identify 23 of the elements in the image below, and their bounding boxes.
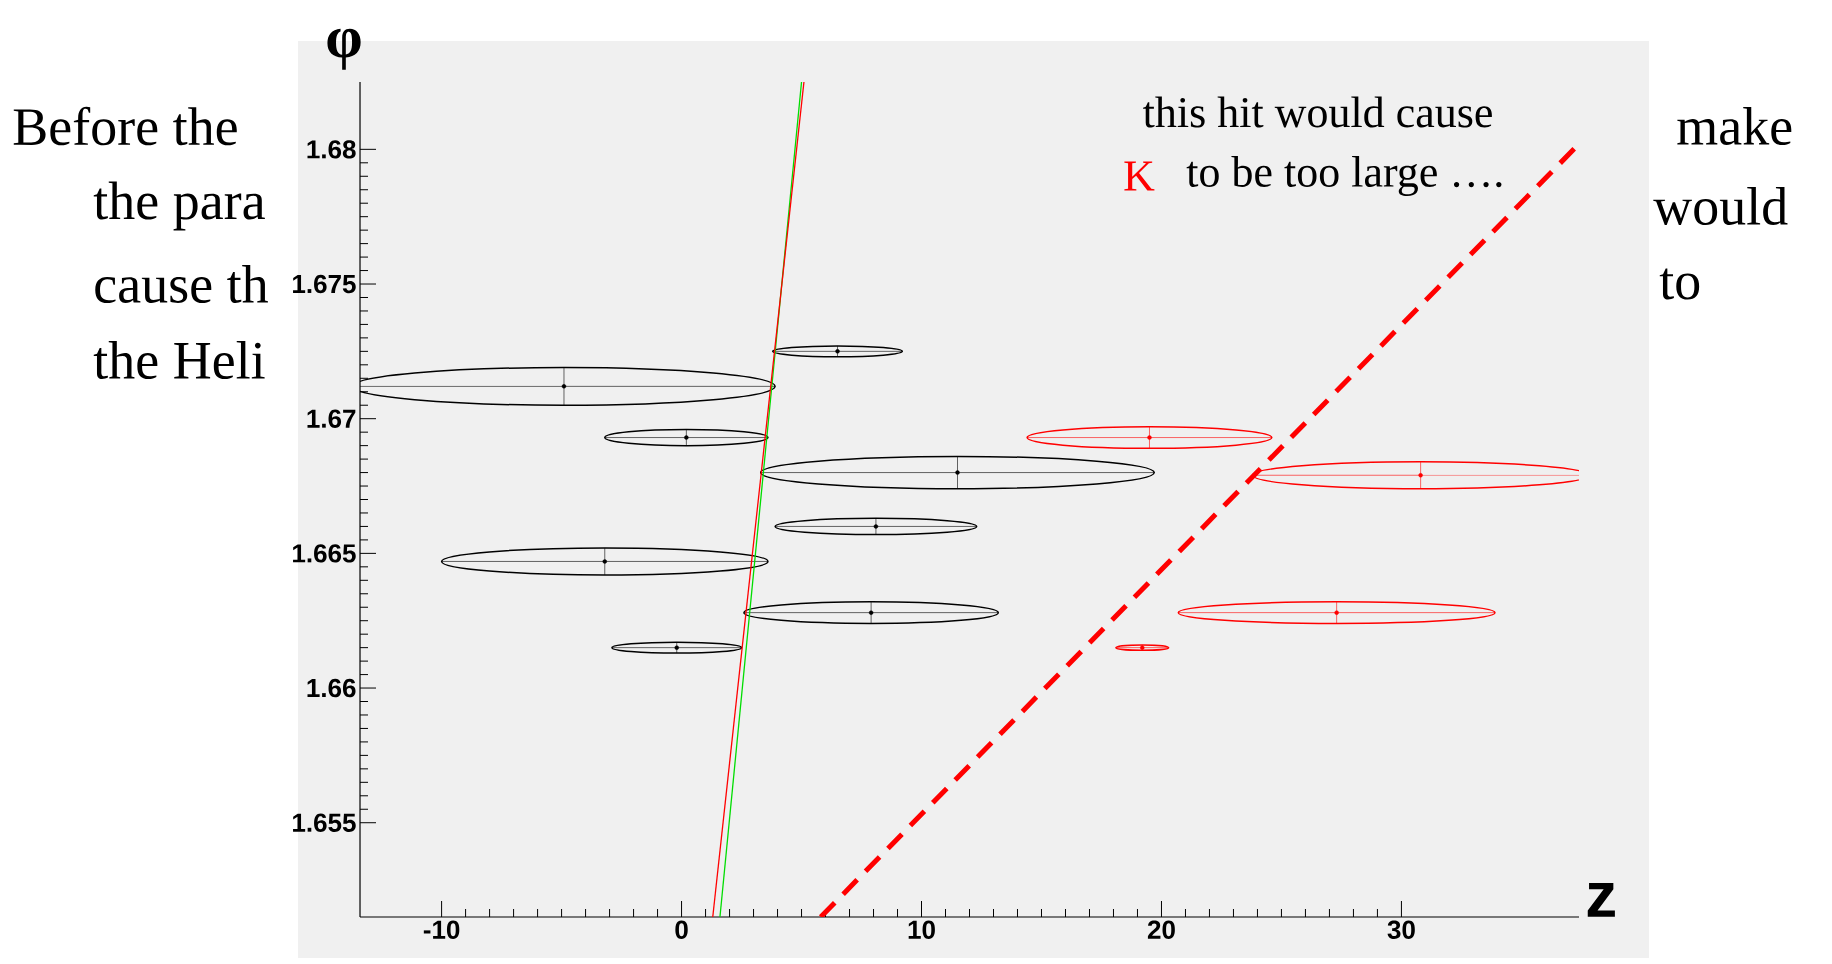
y-tick-label: 1.665: [293, 544, 356, 563]
text: to: [1659, 268, 1700, 300]
annotation: this hit would cause: [1143, 96, 1492, 128]
x-tick-label: 20: [1147, 920, 1175, 939]
text: the Heli: [93, 341, 265, 379]
annotation: to be too large ….: [1186, 156, 1502, 196]
text: the para: [93, 181, 265, 231]
annotation: K: [1124, 161, 1155, 191]
x-tick-label: 30: [1387, 920, 1415, 939]
x-tick-label: 10: [908, 920, 935, 939]
text: Before the: [13, 106, 237, 146]
y-tick-label: 1.655: [293, 813, 356, 832]
x-axis-title: z: [1587, 882, 1615, 917]
text: make: [1677, 107, 1792, 145]
text: would: [1653, 187, 1788, 225]
y-tick-label: 1.67: [307, 409, 356, 428]
x-tick-label: -10: [423, 920, 460, 939]
y-axis-title: φ: [327, 28, 361, 70]
text: cause th: [95, 265, 268, 303]
x-tick-label: 0: [675, 920, 688, 939]
y-tick-label: 1.66: [307, 678, 356, 698]
y-tick-label: 1.68: [307, 140, 356, 159]
y-tick-label: 1.675: [293, 274, 356, 294]
